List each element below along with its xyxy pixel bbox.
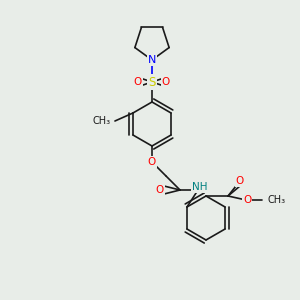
Text: CH₃: CH₃ — [268, 195, 286, 205]
Text: O: O — [134, 77, 142, 87]
Text: O: O — [156, 185, 164, 195]
Text: O: O — [243, 195, 251, 205]
Text: O: O — [148, 157, 156, 167]
Text: S: S — [148, 76, 156, 88]
Text: N: N — [148, 55, 156, 65]
Text: CH₃: CH₃ — [93, 116, 111, 126]
Text: O: O — [236, 176, 244, 186]
Text: O: O — [162, 77, 170, 87]
Text: NH: NH — [192, 182, 208, 192]
